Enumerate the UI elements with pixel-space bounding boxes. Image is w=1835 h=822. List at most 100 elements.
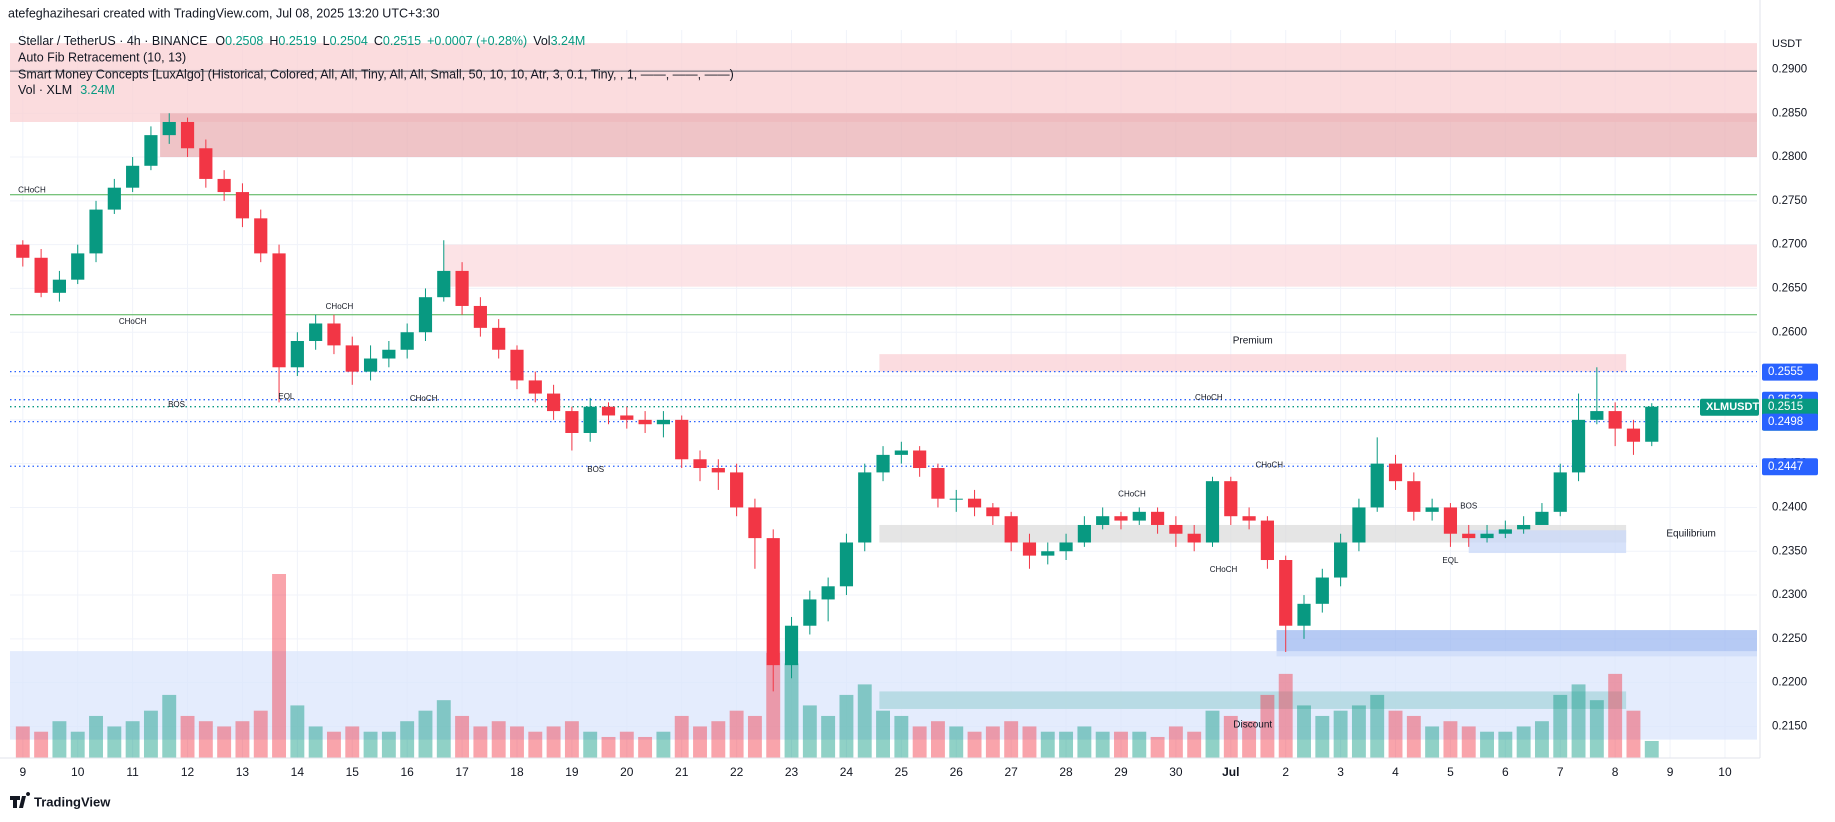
vol-value: 3.24M (551, 34, 586, 48)
candle-body (620, 415, 634, 420)
zone (443, 244, 1758, 287)
x-tick-label: 15 (346, 765, 360, 779)
volume-bar (619, 731, 634, 758)
volume-bar (363, 731, 378, 758)
price-tag-label: 0.2498 (1768, 416, 1803, 428)
candle-body (1517, 524, 1531, 530)
candle-body (1480, 533, 1494, 539)
zone (879, 354, 1627, 372)
annotation: EQL (278, 392, 295, 401)
volume-bar (564, 721, 579, 758)
candle-body (730, 472, 744, 508)
y-tick-label: 0.2600 (1772, 326, 1807, 338)
volume-bar (217, 726, 232, 758)
candle-body (52, 279, 67, 293)
x-tick-label: 4 (1392, 765, 1399, 779)
candle-body (894, 450, 908, 455)
x-tick-label: 2 (1282, 765, 1289, 779)
volume-bar (1370, 694, 1385, 758)
candle-body (986, 507, 1000, 517)
volume-bar (143, 710, 158, 758)
candle-body (821, 586, 835, 600)
volume-bar (876, 710, 890, 758)
volume-bar (747, 715, 762, 758)
o-value: 0.2508 (225, 34, 263, 48)
candle-body (1260, 520, 1274, 561)
candle-body (1242, 516, 1256, 521)
annotation: CHoCH (1118, 489, 1146, 498)
x-tick-label: 14 (291, 765, 305, 779)
candle-body (1187, 533, 1201, 543)
volume-bar (1480, 731, 1494, 758)
volume-bar (1608, 673, 1623, 758)
x-tick-label: 13 (236, 765, 250, 779)
candle-body (89, 209, 103, 254)
candle-body (638, 419, 652, 425)
volume-bar (1095, 731, 1110, 758)
volume-bar (400, 721, 415, 758)
o-label: O (215, 34, 225, 48)
x-tick-label: 12 (181, 765, 195, 779)
candle-body (126, 165, 140, 188)
price-tag-label: 0.2447 (1768, 461, 1803, 473)
volume-bar (766, 652, 781, 758)
header: atefeghazihesari created with TradingVie… (8, 6, 734, 97)
volume-bar (308, 726, 323, 758)
candle-body (1553, 472, 1567, 512)
y-tick-label: 0.2200 (1772, 677, 1807, 689)
volume-bar (1589, 700, 1604, 758)
x-tick-label: 20 (620, 765, 634, 779)
volume-bar (345, 726, 360, 758)
candle-body (693, 459, 707, 469)
volume-bar (473, 726, 488, 758)
candle-body (254, 218, 268, 254)
candle-body (217, 178, 231, 193)
candle-body (345, 345, 359, 372)
x-tick-label: 21 (675, 765, 689, 779)
y-tick-label: 0.2750 (1772, 195, 1807, 207)
x-tick-label: 30 (1169, 765, 1183, 779)
candle-body (1626, 428, 1641, 442)
volume-bar (546, 726, 561, 758)
volume-bar (1150, 736, 1165, 758)
volume-bar (601, 736, 616, 758)
annotation: EQL (1442, 556, 1459, 565)
volume-bar (1132, 731, 1147, 758)
volume-bar (1406, 715, 1421, 758)
volume-bar (1333, 710, 1348, 758)
zone (160, 113, 1757, 158)
volume-bar (1040, 731, 1055, 758)
candle-body (437, 270, 451, 298)
h-value: 0.2519 (278, 34, 316, 48)
axis-unit: USDT (1772, 38, 1802, 50)
candle-body (235, 192, 250, 219)
candle-body (180, 121, 195, 149)
volume-bar (656, 731, 671, 758)
candle-body (327, 323, 341, 346)
volume-bar (510, 726, 524, 758)
candle-body (748, 507, 762, 539)
volume-bar (235, 721, 250, 758)
volume-bar (912, 726, 927, 758)
candle-body (1297, 603, 1311, 626)
candle-body (272, 253, 286, 368)
candle-body (71, 253, 85, 280)
x-tick-label: 10 (71, 765, 85, 779)
volume-bar (125, 721, 140, 758)
candle-body (601, 406, 616, 416)
x-tick-label: 11 (126, 765, 139, 779)
volume-bar (1315, 715, 1330, 758)
volume-bar (1297, 705, 1311, 758)
brand: TradingView (34, 794, 111, 809)
c-label: C (374, 34, 383, 48)
logo (10, 792, 31, 808)
candle-body (1022, 542, 1037, 556)
volume-bar (1260, 694, 1275, 758)
candle-body (839, 542, 854, 587)
symbol-tag-label: XLMUSDT (1706, 401, 1759, 413)
volume-bar (1516, 726, 1531, 758)
candle-body (967, 498, 982, 508)
annotation: CHoCH (1255, 461, 1283, 470)
candle-body (107, 187, 121, 210)
volume-bar (693, 726, 707, 758)
